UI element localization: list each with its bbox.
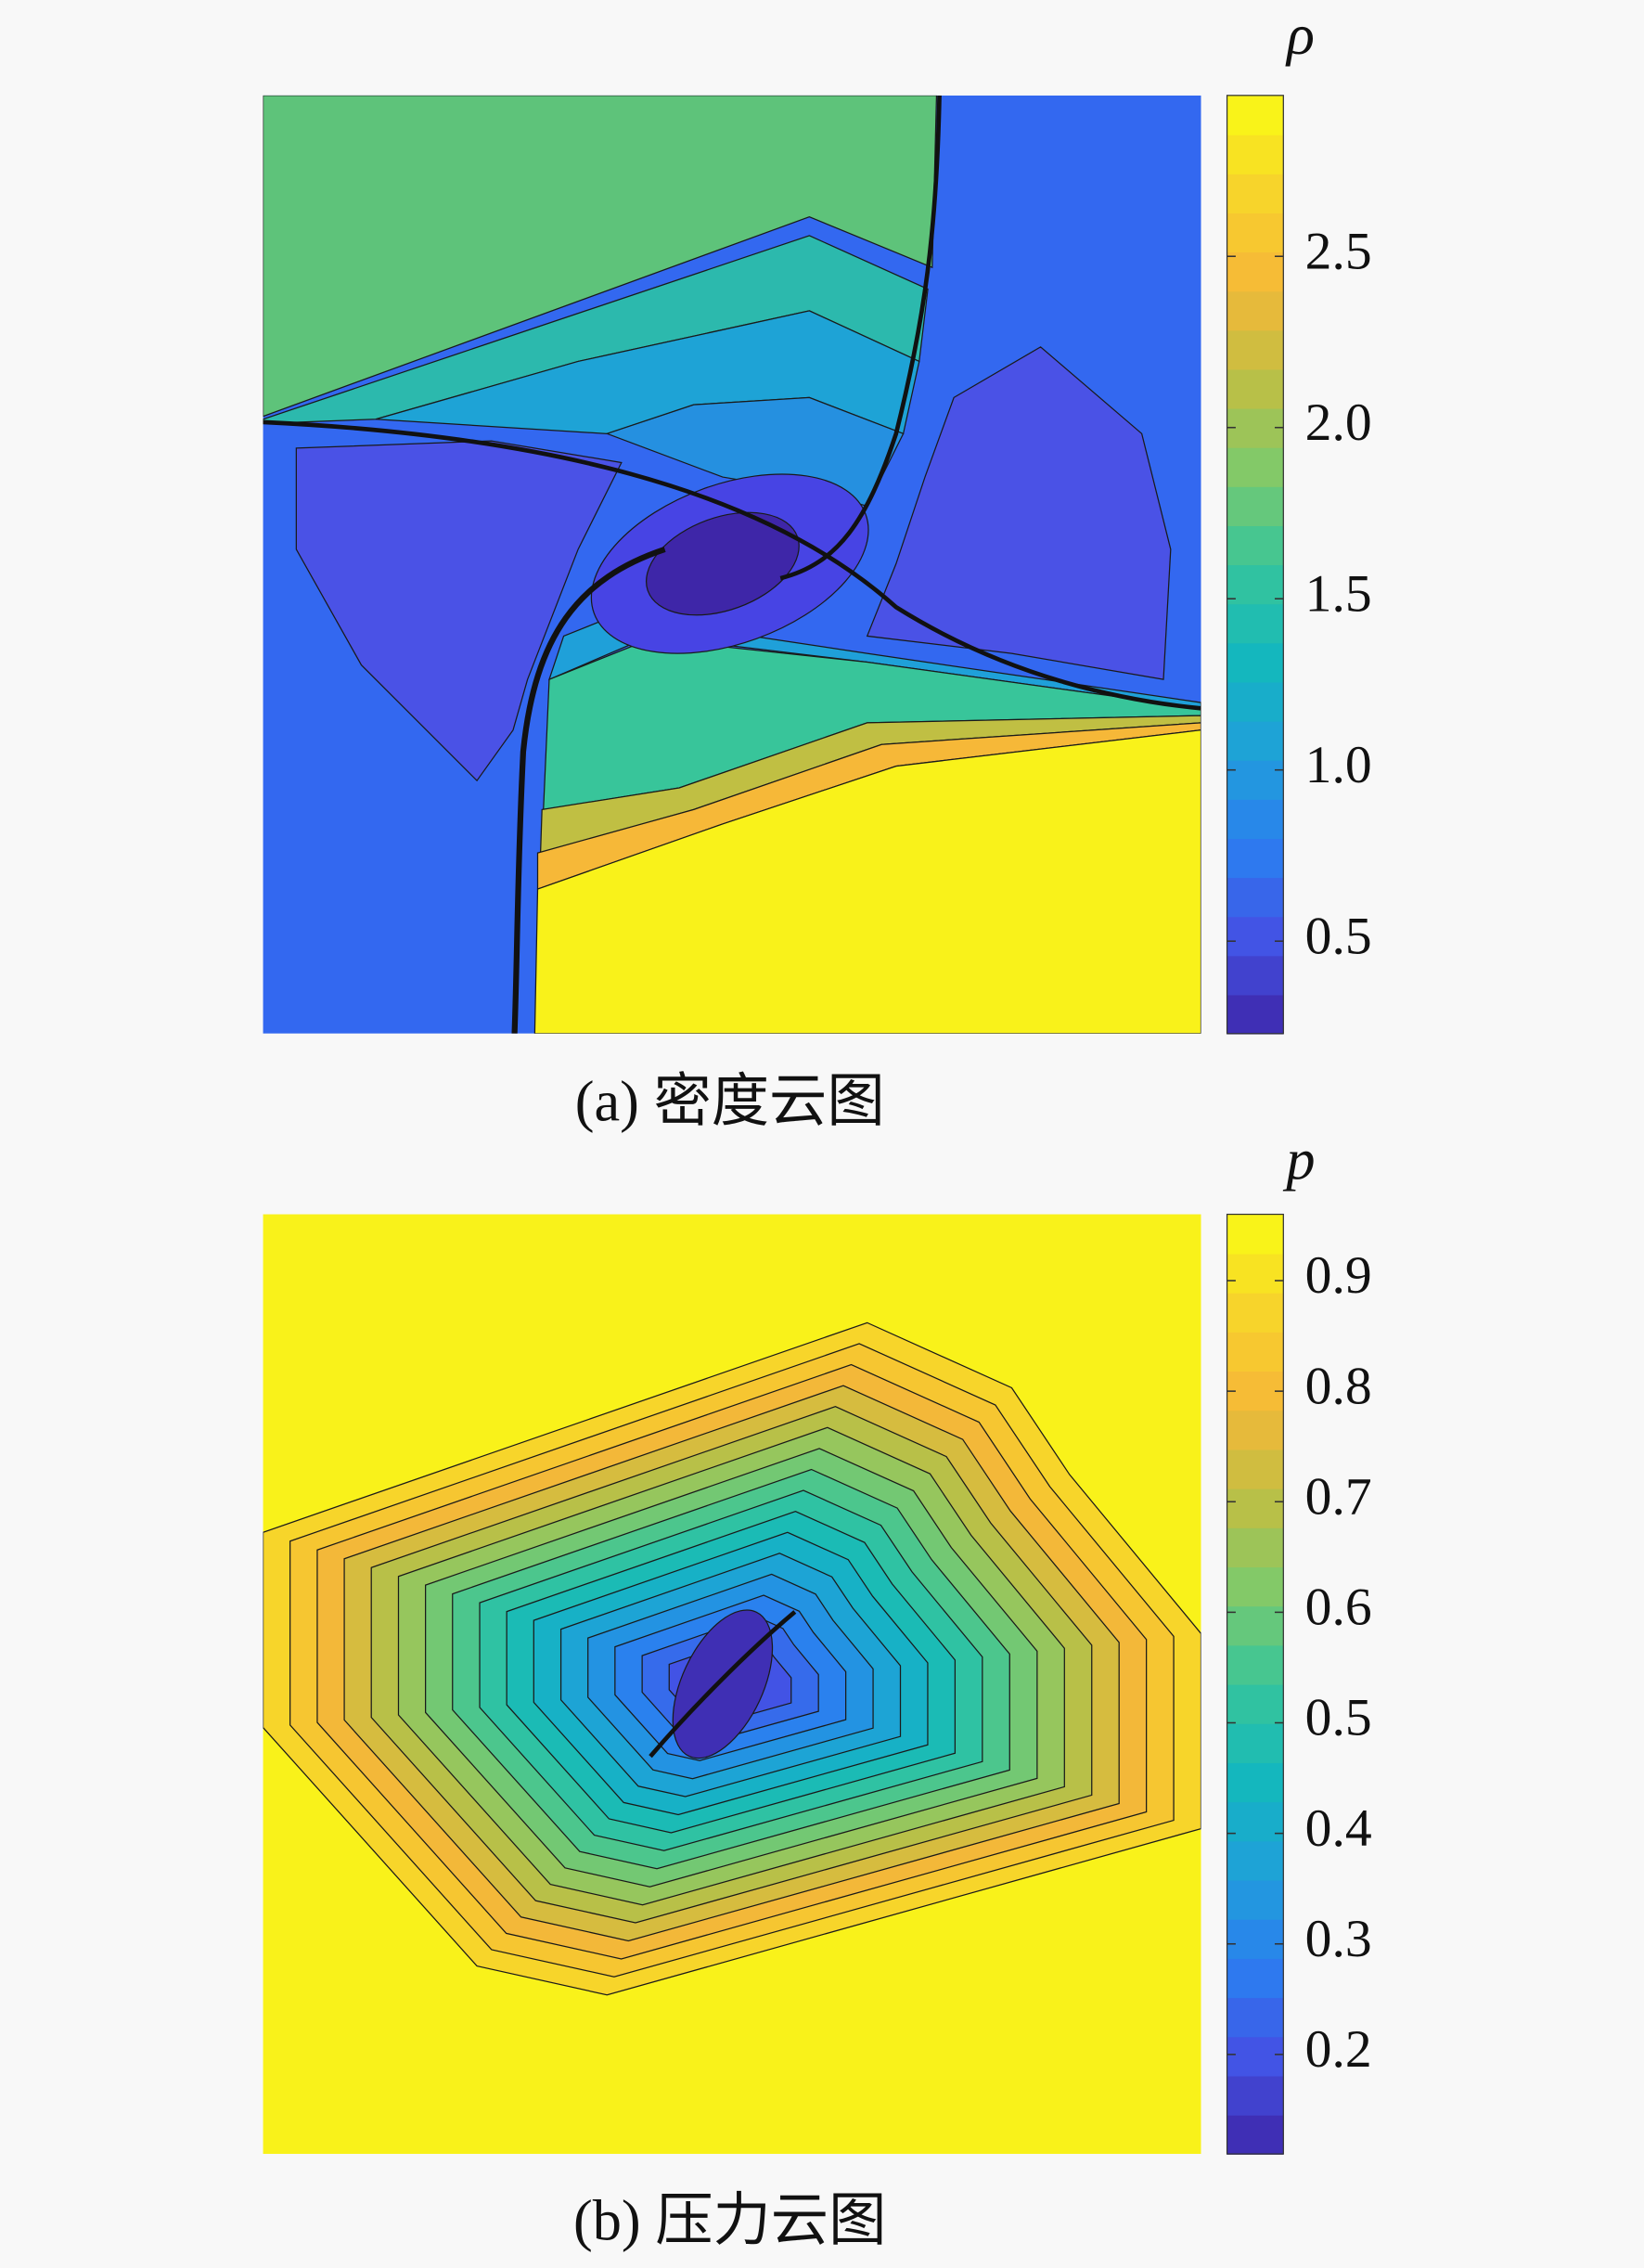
colorbar-tick-label: 0.6	[1305, 1579, 1372, 1637]
shock-line	[779, 95, 942, 581]
colorbar-band	[1227, 213, 1284, 253]
colorbar-frame	[1226, 1213, 1284, 2155]
colorbar-band	[1227, 1840, 1284, 1881]
colorbar-tick-label: 0.5	[1305, 907, 1372, 965]
colorbar-band	[1227, 525, 1284, 566]
colorbar-band	[1227, 1958, 1284, 1999]
colorbar-band	[1227, 134, 1284, 174]
colorbar-tick-label: 2.5	[1305, 222, 1372, 280]
colorbar-band	[1227, 1292, 1284, 1333]
colorbar-tick-label: 0.8	[1305, 1357, 1372, 1415]
colorbar-band	[1227, 877, 1284, 918]
colorbar-band	[1227, 955, 1284, 996]
colorbar-label: p	[1282, 1128, 1315, 1192]
colorbar-band	[1227, 916, 1284, 957]
colorbar-band	[1227, 1332, 1284, 1372]
colorbar-band	[1227, 251, 1284, 292]
colorbar-band	[1227, 407, 1284, 448]
colorbar-band	[1227, 1997, 1284, 2038]
colorbar-tick-label: 2.0	[1305, 393, 1372, 452]
contour-band	[672, 1609, 774, 1759]
colorbar-band	[1227, 1762, 1284, 1803]
colorbar-band	[1227, 838, 1284, 879]
colorbar-band	[1227, 720, 1284, 761]
colorbar-band	[1227, 1449, 1284, 1489]
colorbar-band	[1227, 329, 1284, 370]
colorbar-band	[1227, 1918, 1284, 1959]
colorbar-tick-label: 0.3	[1305, 1910, 1372, 1968]
shock-line	[511, 547, 666, 1034]
colorbar-band	[1227, 2114, 1284, 2155]
colorbar-band	[1227, 95, 1284, 135]
colorbar-band	[1227, 1371, 1284, 1411]
colorbar-tick-label: 1.5	[1305, 564, 1372, 623]
colorbar-band	[1227, 1566, 1284, 1607]
colorbar-tick-label: 0.2	[1305, 2020, 1372, 2079]
caption: (b) 压力云图	[573, 2188, 886, 2252]
colorbar-band	[1227, 603, 1284, 644]
colorbar-band	[1227, 446, 1284, 487]
colorbar-tick-label: 1.0	[1305, 736, 1372, 794]
region	[866, 346, 1172, 680]
colorbar-band	[1227, 174, 1284, 213]
colorbar-label: ρ	[1285, 3, 1315, 67]
colorbar-tick-label: 0.4	[1305, 1799, 1372, 1858]
colorbar-band	[1227, 2036, 1284, 2077]
colorbar-tick-label: 0.7	[1305, 1467, 1372, 1526]
density-field	[263, 95, 1201, 1034]
colorbar-band	[1227, 2075, 1284, 2116]
colorbar-band	[1227, 1488, 1284, 1528]
shock-line	[263, 419, 1201, 711]
colorbar-band	[1227, 368, 1284, 409]
shock-line	[649, 1610, 797, 1759]
colorbar-band	[1227, 1253, 1284, 1294]
colorbar-band	[1227, 642, 1284, 683]
colorbar-band	[1227, 1879, 1284, 1920]
colorbar-band	[1227, 759, 1284, 800]
colorbar-frame	[1226, 95, 1284, 1035]
colorbar-band	[1227, 1605, 1284, 1646]
colorbar-band	[1227, 290, 1284, 331]
region	[263, 95, 938, 418]
colorbar-band	[1227, 564, 1284, 605]
colorbar-tick-label: 0.9	[1305, 1246, 1372, 1305]
colorbar-band	[1227, 799, 1284, 839]
colorbar-band	[1227, 1214, 1284, 1255]
colorbar-tick-label: 0.5	[1305, 1689, 1372, 1747]
caption: (a) 密度云图	[575, 1070, 885, 1134]
region	[295, 440, 623, 782]
colorbar-band	[1227, 486, 1284, 526]
colorbar-band	[1227, 1410, 1284, 1450]
colorbar-band	[1227, 1801, 1284, 1842]
colorbar-band	[1227, 1683, 1284, 1724]
colorbar-band	[1227, 1527, 1284, 1568]
region	[533, 729, 1201, 1034]
colorbar-band	[1227, 1644, 1284, 1685]
colorbar-band	[1227, 681, 1284, 722]
pressure-field	[263, 1214, 1201, 2155]
colorbar-band	[1227, 994, 1284, 1035]
colorbar-band	[1227, 1723, 1284, 1763]
